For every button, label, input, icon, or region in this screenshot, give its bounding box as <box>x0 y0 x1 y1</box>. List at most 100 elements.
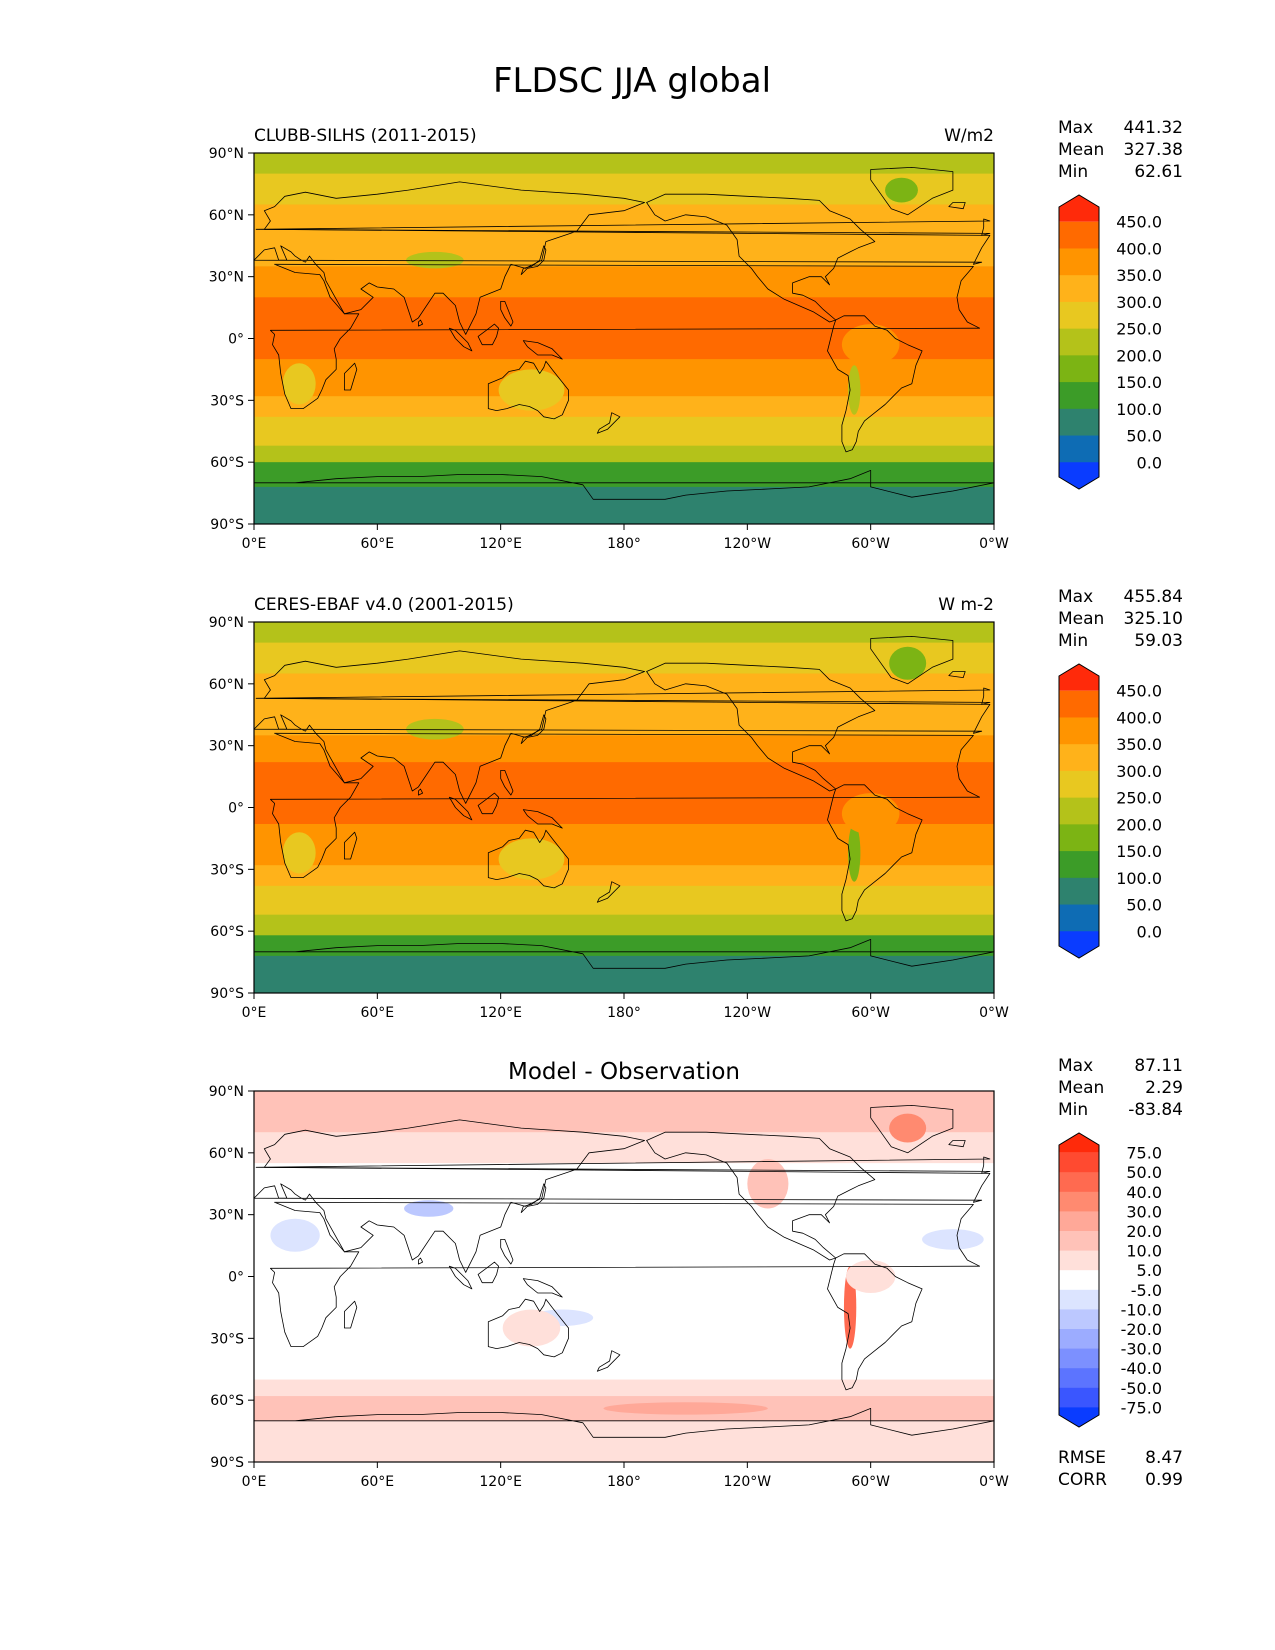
coastline-sri-lanka <box>417 788 424 796</box>
lon-tick-label: 120°W <box>724 1005 772 1021</box>
colorbar-swatch <box>1059 1368 1099 1389</box>
coastline-sri-lanka <box>417 1257 424 1265</box>
field-band <box>254 204 994 267</box>
field-anomaly <box>846 1260 896 1293</box>
coastline-madagascar <box>343 1300 358 1329</box>
field-anomaly <box>889 646 927 680</box>
colorbar-swatch <box>1059 824 1099 852</box>
stat-value: 62.61 <box>1134 162 1183 182</box>
colorbar-label: 450.0 <box>1116 682 1162 701</box>
colorbar-label: 150.0 <box>1116 842 1162 861</box>
stat-label: Mean <box>1058 1078 1104 1098</box>
field-anomaly <box>922 1229 984 1250</box>
lat-tick-label: 30°S <box>210 862 244 878</box>
colorbar-label: 0.0 <box>1137 453 1162 472</box>
field-band <box>254 673 994 736</box>
coastline-new-zealand <box>596 881 621 903</box>
stat-value: 59.03 <box>1134 631 1183 651</box>
stat-value: 0.99 <box>1145 1470 1183 1490</box>
field-band <box>254 173 994 206</box>
coastline-sri-lanka <box>417 319 424 327</box>
stat-value: 8.47 <box>1145 1448 1183 1468</box>
coastline-new-zealand <box>596 1350 621 1372</box>
lon-tick-label: 60°W <box>851 536 890 552</box>
stat-label: Min <box>1058 162 1088 182</box>
coastline-australia <box>487 1298 569 1358</box>
colorbar-swatch <box>1059 770 1099 799</box>
colorbar-label: 50.0 <box>1126 427 1162 446</box>
colorbar-label: -75.0 <box>1121 1398 1162 1417</box>
colorbar-swatch <box>1059 1133 1099 1153</box>
colorbar-swatch <box>1059 462 1099 489</box>
panel-units: W m-2 <box>938 595 994 615</box>
field-anomaly <box>282 363 316 405</box>
coastline-japan <box>520 245 547 276</box>
coastline-north-america <box>646 193 876 323</box>
colorbar-swatch <box>1059 435 1099 463</box>
coastline-greenland <box>870 1105 954 1154</box>
field-anomaly <box>841 793 900 835</box>
coastline-philippines <box>500 770 514 796</box>
field-band <box>254 1379 994 1397</box>
colorbar-swatch <box>1059 664 1099 691</box>
field-band <box>254 1132 994 1164</box>
panel-title: CERES-EBAF v4.0 (2001-2015) <box>254 595 514 615</box>
map-area <box>254 622 994 993</box>
field-anomaly <box>747 1159 789 1209</box>
stat-value: -83.84 <box>1128 1100 1183 1120</box>
field-band <box>254 955 994 993</box>
lat-tick-label: 60°S <box>210 455 244 471</box>
coastline-sumatra <box>448 1265 473 1290</box>
lat-tick-label: 90°N <box>209 615 244 631</box>
lon-tick-label: 0°E <box>242 1474 267 1490</box>
coastline-iceland <box>948 671 966 678</box>
field-band <box>254 914 994 936</box>
coastline-new-guinea <box>522 1278 563 1298</box>
field-band <box>254 416 994 447</box>
field-anomaly <box>406 718 464 740</box>
colorbar-swatch <box>1059 797 1099 825</box>
colorbar-swatch <box>1059 877 1099 906</box>
field-band <box>254 735 994 763</box>
field-anomaly <box>848 365 861 415</box>
panel-title: Model - Observation <box>508 1059 740 1085</box>
coastline-south-america <box>827 784 923 922</box>
colorbar-swatch <box>1059 1172 1099 1193</box>
field-anomaly <box>841 324 900 366</box>
colorbar-swatch <box>1059 1309 1099 1330</box>
stat-value: 455.84 <box>1124 587 1183 607</box>
colorbar-swatch <box>1059 1270 1099 1291</box>
colorbar-label: 5.0 <box>1137 1261 1162 1280</box>
field-band <box>254 359 994 397</box>
coastline-antarctica <box>254 469 994 500</box>
lat-tick-label: 90°S <box>210 517 244 533</box>
coastline-madagascar <box>343 831 358 860</box>
colorbar-label: 300.0 <box>1116 762 1162 781</box>
lon-tick-label: 0°W <box>979 536 1009 552</box>
colorbar-label: 200.0 <box>1116 346 1162 365</box>
colorbar-swatch <box>1059 931 1099 958</box>
coastline-africa <box>269 732 980 878</box>
colorbar-swatch <box>1059 355 1099 383</box>
coastline-borneo <box>477 1261 500 1284</box>
lat-tick-label: 0° <box>228 332 244 348</box>
coastline-eurasia <box>254 181 991 335</box>
lon-tick-label: 120°E <box>479 536 522 552</box>
colorbar: 450.0 400.0 350.0 300.0 250.0 200.0 150.0 100.0… <box>1058 194 1162 490</box>
field-anomaly <box>498 369 565 411</box>
colorbar-label: 150.0 <box>1116 373 1162 392</box>
colorbar-label: -40.0 <box>1121 1359 1162 1378</box>
stat-value: 87.11 <box>1134 1056 1183 1076</box>
lat-tick-label: 30°S <box>210 393 244 409</box>
lat-tick-label: 90°N <box>209 146 244 162</box>
field-band <box>254 642 994 675</box>
field-anomaly <box>498 838 565 880</box>
colorbar-label: 0.0 <box>1137 922 1162 941</box>
field-band <box>254 1420 994 1462</box>
lat-tick-label: 30°N <box>209 270 244 286</box>
lon-tick-label: 0°E <box>242 1005 267 1021</box>
lon-tick-label: 60°W <box>851 1474 890 1490</box>
coastline-borneo <box>477 792 500 815</box>
coastline-sumatra <box>448 327 473 352</box>
colorbar-label: 450.0 <box>1116 213 1162 232</box>
